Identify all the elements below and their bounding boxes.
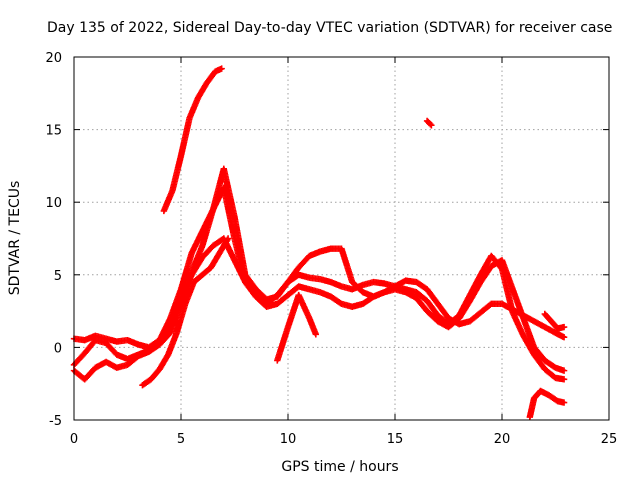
x-tick-label: 10 — [280, 432, 297, 447]
y-tick-label: -5 — [49, 414, 62, 429]
x-tick-label: 20 — [494, 432, 511, 447]
series-track-6 — [274, 291, 320, 364]
x-tick-label: 25 — [601, 432, 618, 447]
series-track-2 — [70, 184, 568, 374]
series-track-7 — [423, 117, 435, 129]
data-point-trace — [427, 120, 434, 128]
grid-lines — [74, 57, 609, 420]
x-tick-label: 5 — [177, 432, 185, 447]
series-track-4 — [139, 235, 232, 389]
y-axis-label: SDTVAR / TECUs — [7, 181, 23, 296]
data-point — [224, 235, 232, 242]
x-axis-label: GPS time / hours — [281, 459, 398, 475]
y-tick-label: 0 — [54, 341, 62, 356]
data-point — [560, 399, 568, 406]
data-point — [560, 367, 568, 374]
y-tick-label: 5 — [54, 269, 62, 284]
y-tick-label: 15 — [45, 124, 62, 139]
plot-frame — [73, 56, 610, 421]
series-track-8 — [526, 387, 568, 421]
series-track-5 — [160, 65, 225, 215]
data-point — [312, 331, 320, 338]
data-point — [560, 376, 568, 383]
data-point — [428, 122, 435, 129]
x-tick-label: 15 — [387, 432, 404, 447]
data-series — [70, 65, 568, 421]
series-track-9 — [541, 310, 568, 332]
chart-title: Day 135 of 2022, Sidereal Day-to-day VTE… — [47, 20, 612, 36]
y-tick-label: 20 — [45, 51, 62, 66]
data-point — [218, 65, 225, 72]
data-point — [560, 323, 568, 331]
x-tick-label: 0 — [70, 432, 78, 447]
data-point — [560, 334, 568, 341]
y-tick-label: 10 — [45, 196, 62, 211]
series-track-3 — [70, 235, 568, 351]
axis-ticks: 0 5 10 15 20 25 -5 0 5 10 15 20 — [45, 51, 617, 447]
